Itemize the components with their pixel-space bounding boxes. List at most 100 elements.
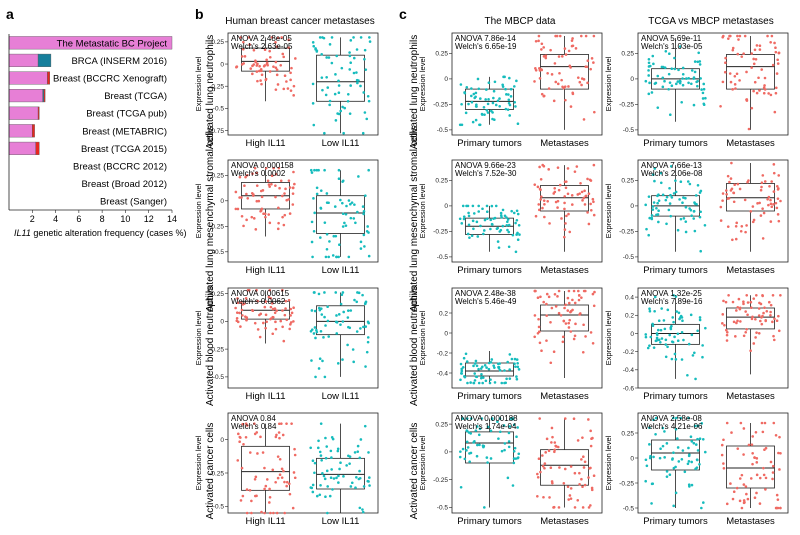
- box: [540, 185, 589, 212]
- data-point: [293, 453, 297, 457]
- data-point: [567, 49, 571, 53]
- anova-label: ANOVA 2.58e-08: [641, 414, 702, 423]
- data-point: [310, 309, 314, 312]
- data-point: [669, 214, 673, 218]
- data-point: [542, 94, 546, 98]
- data-point: [485, 204, 489, 208]
- data-point: [670, 357, 674, 361]
- data-point: [351, 348, 355, 351]
- y-tick-label: 0: [630, 331, 634, 338]
- data-point: [696, 449, 700, 452]
- data-point: [557, 311, 561, 315]
- data-point: [461, 204, 465, 208]
- data-point: [680, 316, 684, 319]
- data-point: [353, 298, 356, 302]
- data-point: [281, 325, 284, 329]
- data-point: [738, 187, 742, 191]
- data-point: [774, 91, 778, 95]
- data-point: [536, 185, 540, 189]
- data-point: [652, 455, 655, 459]
- data-point: [725, 328, 728, 332]
- data-point: [655, 206, 658, 210]
- data-point: [477, 381, 481, 385]
- data-point: [719, 104, 722, 108]
- data-point: [728, 72, 732, 75]
- data-point: [481, 365, 484, 369]
- data-point: [587, 418, 590, 421]
- data-point: [556, 166, 560, 169]
- data-point: [545, 292, 549, 296]
- data-point: [354, 221, 357, 225]
- data-point: [558, 34, 562, 38]
- data-point: [330, 468, 333, 471]
- data-point: [460, 102, 463, 106]
- data-point: [474, 375, 478, 378]
- data-point: [339, 302, 343, 306]
- data-point: [538, 208, 541, 212]
- data-point: [484, 98, 487, 101]
- data-point: [288, 492, 292, 496]
- data-point: [363, 245, 366, 248]
- data-point: [486, 217, 489, 220]
- data-point: [742, 483, 746, 486]
- data-point: [464, 352, 468, 356]
- data-point: [358, 476, 362, 480]
- data-point: [367, 451, 370, 454]
- data-point: [766, 34, 769, 38]
- data-point: [663, 79, 666, 83]
- data-point: [760, 185, 763, 189]
- data-point: [487, 81, 491, 85]
- data-point: [648, 309, 652, 313]
- data-point: [240, 308, 244, 312]
- data-point: [698, 437, 702, 440]
- data-point: [777, 51, 781, 55]
- data-point: [551, 481, 554, 485]
- data-point: [359, 438, 363, 441]
- data-point: [667, 208, 671, 212]
- data-point: [274, 435, 278, 439]
- data-point: [514, 457, 518, 460]
- data-point: [262, 321, 265, 325]
- data-point: [493, 381, 497, 384]
- data-point: [251, 172, 254, 175]
- data-point: [508, 368, 512, 371]
- data-point: [466, 446, 470, 449]
- data-point: [733, 74, 737, 78]
- data-point: [507, 93, 510, 96]
- data-point: [693, 70, 697, 74]
- data-point: [654, 416, 658, 420]
- data-point: [537, 457, 541, 461]
- data-point: [323, 168, 326, 172]
- data-point: [352, 56, 356, 60]
- data-point: [690, 82, 693, 86]
- data-point: [644, 203, 647, 207]
- data-point: [656, 213, 660, 216]
- data-point: [355, 475, 358, 479]
- data-point: [724, 56, 727, 60]
- data-point: [242, 224, 245, 228]
- data-point: [459, 83, 463, 86]
- data-point: [542, 495, 545, 499]
- data-point: [489, 429, 493, 433]
- data-point: [578, 80, 582, 84]
- data-point: [661, 76, 665, 80]
- data-point: [755, 473, 759, 477]
- data-point: [285, 484, 288, 488]
- data-point: [695, 466, 699, 469]
- data-point: [485, 88, 488, 91]
- bar-deep-deletion: [35, 141, 40, 155]
- data-point: [338, 467, 341, 471]
- data-point: [563, 201, 566, 205]
- data-point: [245, 318, 248, 321]
- data-point: [536, 475, 540, 479]
- data-point: [272, 65, 275, 68]
- data-point: [271, 468, 275, 472]
- data-point: [768, 184, 771, 188]
- data-point: [240, 214, 244, 218]
- data-point: [680, 457, 684, 461]
- bar-label: The Metastatic BC Project: [57, 38, 168, 49]
- anova-label: ANOVA 2.48e-38: [455, 289, 516, 298]
- welch-label: Welch's 4.21e-06: [641, 422, 703, 431]
- data-point: [771, 477, 774, 481]
- data-point: [575, 165, 579, 168]
